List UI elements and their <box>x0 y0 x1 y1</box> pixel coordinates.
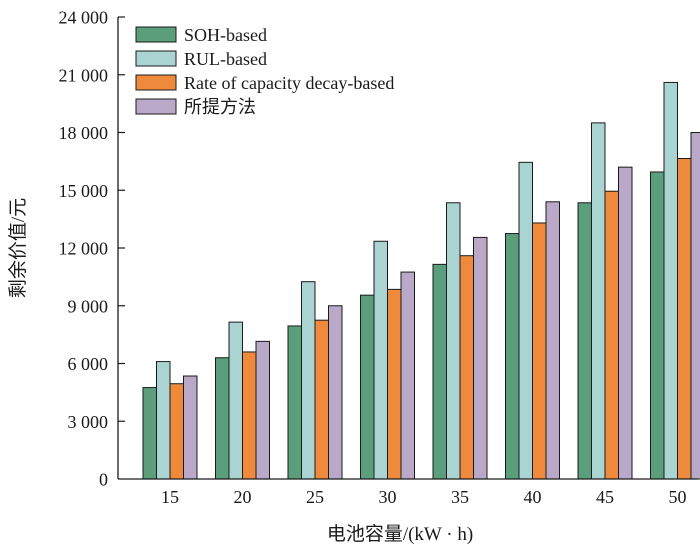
bar-4-30 <box>400 271 415 480</box>
bar-3-45 <box>604 190 619 480</box>
bar-1-15 <box>142 387 157 480</box>
y-tick-label: 15 000 <box>59 181 109 201</box>
bar-4-45 <box>618 166 633 480</box>
x-tick-label: 40 <box>524 487 542 507</box>
legend-label: Rate of capacity decay-based <box>184 73 394 93</box>
legend-swatch <box>135 74 177 91</box>
bar-4-25 <box>328 305 343 480</box>
bar-3-20 <box>242 351 257 480</box>
bar-4-15 <box>183 375 198 480</box>
y-tick-label: 9 000 <box>68 296 109 316</box>
y-tick-label: 18 000 <box>59 123 109 143</box>
bar-4-50 <box>690 132 700 480</box>
y-axis-label: 剩余价值/元 <box>7 198 29 298</box>
bar-2-30 <box>373 240 388 480</box>
bar-2-20 <box>228 321 243 480</box>
bar-3-15 <box>169 383 184 480</box>
bar-3-40 <box>532 222 547 480</box>
x-tick-label: 45 <box>596 487 614 507</box>
legend-label: RUL-based <box>184 49 267 69</box>
y-tick-label: 21 000 <box>59 65 109 85</box>
bar-2-40 <box>518 161 533 480</box>
y-tick-label: 24 000 <box>59 8 109 28</box>
bar-2-50 <box>663 81 678 480</box>
bar-2-45 <box>591 122 606 480</box>
x-tick-label: 35 <box>451 487 469 507</box>
bar-3-25 <box>314 319 329 480</box>
y-tick-label: 6 000 <box>68 354 109 374</box>
legend-swatch <box>135 26 177 43</box>
bar-1-30 <box>360 294 375 480</box>
bar-1-20 <box>215 357 230 480</box>
x-tick-label: 30 <box>379 487 397 507</box>
bar-2-15 <box>156 361 171 480</box>
bar-1-35 <box>432 263 447 480</box>
y-tick-label: 12 000 <box>59 239 109 259</box>
bar-1-45 <box>577 202 592 480</box>
x-tick-label: 50 <box>669 487 687 507</box>
x-tick-label: 25 <box>306 487 324 507</box>
legend-label: 所提方法 <box>184 97 256 117</box>
bar-3-30 <box>387 288 402 480</box>
bar-4-20 <box>255 340 270 480</box>
legend-swatch <box>135 50 177 67</box>
bar-1-25 <box>287 325 302 480</box>
x-tick-label: 20 <box>234 487 252 507</box>
x-tick-label: 15 <box>161 487 179 507</box>
x-axis-label: 电池容量/(kW · h) <box>327 523 473 545</box>
bar-4-40 <box>545 201 560 480</box>
bar-3-35 <box>459 255 474 480</box>
bar-3-50 <box>677 157 692 480</box>
legend-label: SOH-based <box>184 25 267 45</box>
bar-2-25 <box>301 281 316 480</box>
legend: SOH-based RUL-based Rate of capacity decay… <box>135 25 394 117</box>
bar-1-50 <box>650 171 665 480</box>
x-ticks-group: 15 20 25 30 35 40 45 50 <box>161 487 687 507</box>
bar-2-35 <box>446 202 461 480</box>
bar-1-40 <box>505 233 520 480</box>
y-tick-label: 3 000 <box>68 412 109 432</box>
legend-swatch <box>135 98 177 115</box>
y-tick-label: 0 <box>99 470 108 490</box>
bar-4-35 <box>473 236 488 480</box>
y-ticks-group: 0 3 000 6 000 9 000 12 000 15 000 18 000 21 000… <box>59 8 125 490</box>
bars-group <box>142 81 700 480</box>
